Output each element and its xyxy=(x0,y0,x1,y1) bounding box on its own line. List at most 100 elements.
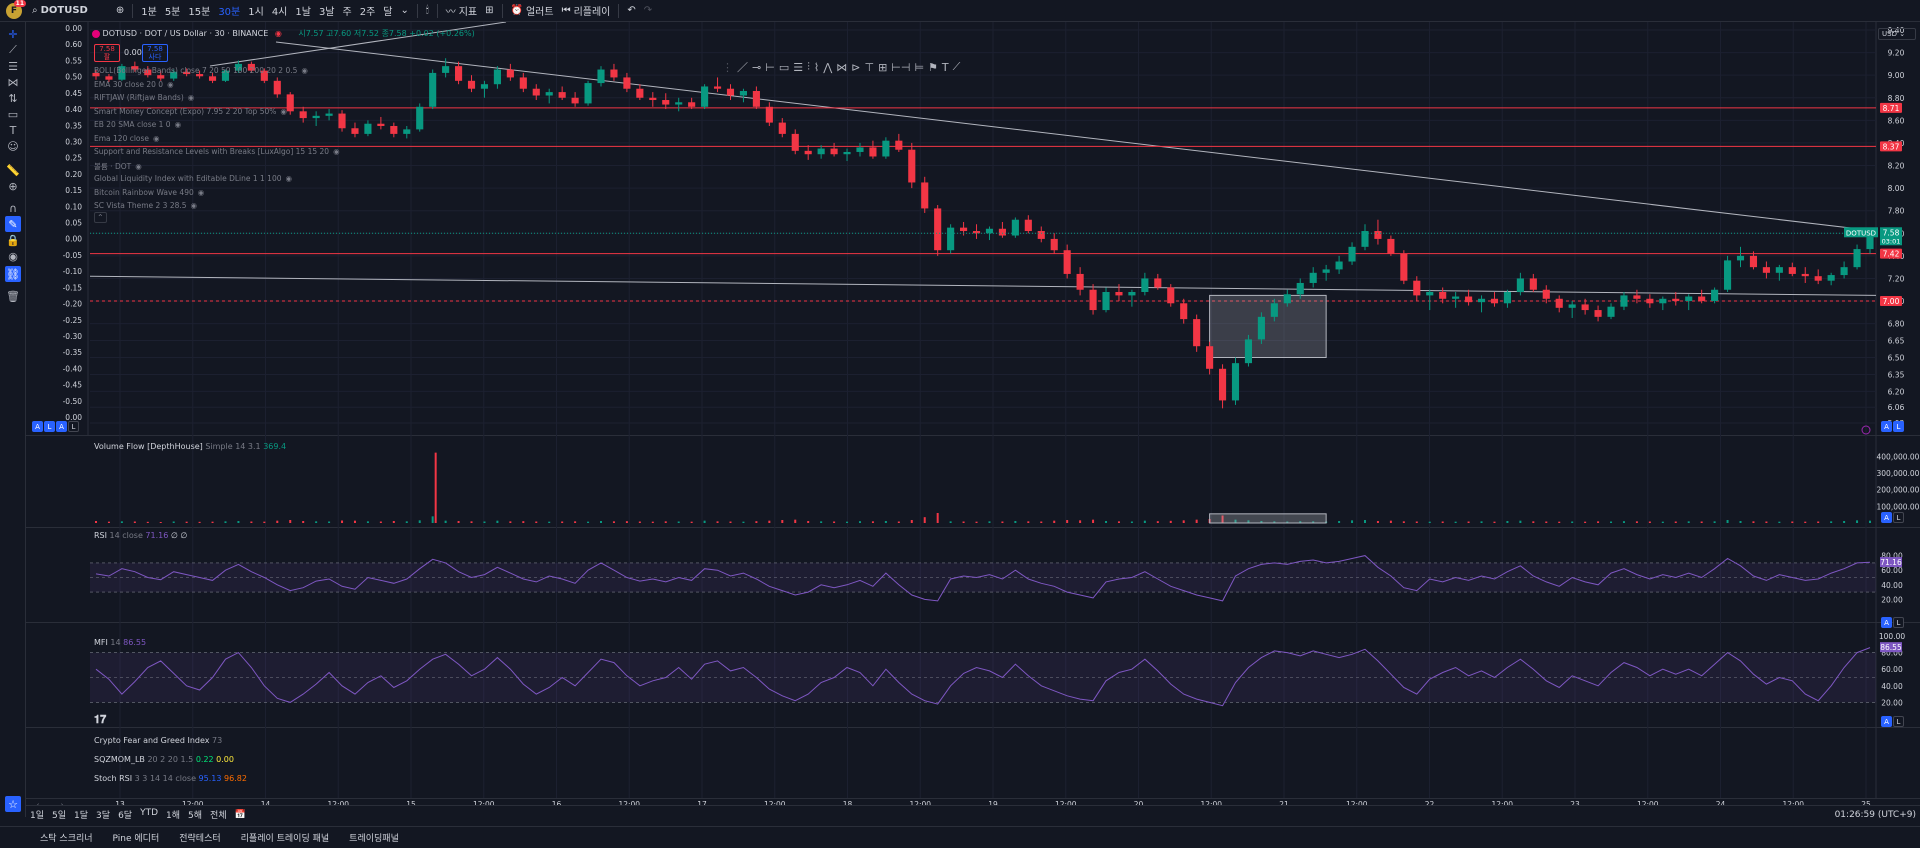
interval-7[interactable]: 3날 xyxy=(318,7,335,18)
range-1[interactable]: 5일 xyxy=(52,811,67,821)
undo-button[interactable]: ↶ xyxy=(623,0,639,22)
indicator-item[interactable]: Smart Money Concept (Expo) 7.95 2 20 Top… xyxy=(94,107,340,121)
auto-scale-button[interactable]: A xyxy=(1881,617,1892,628)
range-0[interactable]: 1일 xyxy=(30,811,45,821)
prediction-icon[interactable]: ⇅ xyxy=(8,91,18,105)
indicator-item[interactable]: SC Vista Theme 2 3 28.5 ◉ xyxy=(94,201,340,215)
indicator-item[interactable]: Bitcoin Rainbow Wave 490 ◉ xyxy=(94,188,340,202)
eye-icon[interactable]: ◉ xyxy=(174,120,182,129)
interval-dropdown[interactable]: ⌄ xyxy=(400,5,409,16)
fib-icon[interactable]: ☰ xyxy=(8,59,18,73)
symbol-search[interactable]: ⌕ DOTUSD xyxy=(28,0,92,22)
eye-icon[interactable]: ◉ xyxy=(333,147,340,156)
buy-button[interactable]: 7.58 사다 xyxy=(142,44,168,62)
interval-8[interactable]: 주 xyxy=(342,7,352,18)
drag-handle-icon[interactable]: ⋮ xyxy=(722,60,733,74)
rectangle-tool-icon[interactable]: ▭ xyxy=(778,60,790,74)
eye-icon[interactable]: ◉ xyxy=(8,249,18,263)
text-tool-icon[interactable]: ⊤ xyxy=(864,60,875,74)
eye-icon[interactable]: ◉ xyxy=(135,161,142,171)
range-7[interactable]: 5해 xyxy=(188,811,203,821)
eye-icon[interactable]: ◉ xyxy=(285,174,293,183)
chart-canvas[interactable]: 0.00 0.60 0.55 0.50 0.45 0.40 0.35 0.30 0.25 0.20… xyxy=(26,22,1920,805)
log-scale-button[interactable]: L xyxy=(1893,716,1904,727)
date-range-icon[interactable]: ⊢⊣ xyxy=(891,60,911,74)
ray-tool-icon[interactable]: ⊸ xyxy=(752,60,762,74)
redo-button[interactable]: ↷ xyxy=(640,0,656,22)
collapse-legend-button[interactable]: ⌃ xyxy=(94,212,107,223)
chart-type-button[interactable]: 🕯 xyxy=(422,0,433,22)
anchored-text-icon[interactable]: T xyxy=(941,60,949,74)
pattern-icon[interactable]: ⋈ xyxy=(7,75,19,89)
footer-tab-2[interactable]: 전략테스터 xyxy=(179,834,221,844)
interval-0[interactable]: 1분 xyxy=(141,7,157,18)
fib-tool-icon[interactable]: ☰ xyxy=(793,60,804,74)
trash-icon[interactable]: 🗑 xyxy=(6,289,20,303)
range-2[interactable]: 1달 xyxy=(74,811,89,821)
horizontal-line-icon[interactable]: ⊢ xyxy=(765,60,775,74)
auto-scale-button[interactable]: A xyxy=(56,421,67,432)
indicators-button[interactable]: 〰 지표 xyxy=(442,0,481,22)
eye-icon[interactable]: ◉ xyxy=(280,106,287,116)
sell-button[interactable]: 7.58 팔 xyxy=(94,44,120,62)
ruler-icon[interactable]: 📏 xyxy=(6,163,20,177)
eye-icon[interactable]: ◉ xyxy=(167,79,174,89)
eye-icon[interactable]: ◉ xyxy=(190,201,198,210)
footer-tab-3[interactable]: 리플레이 트레이딩 패널 xyxy=(240,834,330,844)
auto-scale-button[interactable]: A xyxy=(32,421,43,432)
pattern-tool-icon[interactable]: ⋀ xyxy=(823,60,833,74)
eye-icon[interactable]: ◉ xyxy=(301,66,308,75)
indicator-item[interactable]: RIFTJAW (Riftjaw Bands) ◉ xyxy=(94,93,340,107)
indicator-item[interactable]: Ema 120 close ◉ xyxy=(94,134,340,148)
trend-line-icon[interactable]: ⟋ xyxy=(9,43,17,56)
layout-button[interactable]: ⊞ xyxy=(481,0,497,22)
user-avatar[interactable]: F 11 xyxy=(6,0,26,19)
indicator-item[interactable]: EMA 30 close 20 0 ◉ xyxy=(94,80,340,94)
range-3[interactable]: 3달 xyxy=(96,811,111,821)
eye-icon[interactable]: ◉ xyxy=(197,187,205,197)
log-scale-button[interactable]: L xyxy=(44,421,55,432)
interval-9[interactable]: 2주 xyxy=(359,7,376,18)
indicator-item[interactable]: Global Liquidity Index with Editable DLi… xyxy=(94,174,340,188)
footer-tab-4[interactable]: 트레이딩패널 xyxy=(349,834,399,844)
price-range-icon[interactable]: ⊨ xyxy=(914,60,925,74)
auto-scale-button[interactable]: A xyxy=(1881,421,1892,432)
star-icon[interactable]: ☆ xyxy=(5,796,21,812)
interval-3[interactable]: 30분 xyxy=(218,7,241,18)
draw-mode-icon[interactable]: ✎ xyxy=(5,216,21,232)
triangle-tool-icon[interactable]: ⊳ xyxy=(851,60,861,74)
clock[interactable]: 01:26:59 (UTC+9) xyxy=(1834,809,1916,820)
eye-icon[interactable]: ◉ xyxy=(187,93,195,102)
replay-button[interactable]: ⏮ 리플레이 xyxy=(558,0,615,22)
grid-tool-icon[interactable]: ⊞ xyxy=(878,60,888,74)
line-tool-icon[interactable]: ／ xyxy=(737,61,748,74)
auto-scale-button[interactable]: A xyxy=(1881,512,1892,523)
flag-tool-icon[interactable]: ⚑ xyxy=(928,60,938,74)
interval-6[interactable]: 1날 xyxy=(295,7,311,18)
link-icon[interactable]: ⛓ xyxy=(5,266,21,282)
indicator-item[interactable]: EB 20 SMA close 1 0 ◉ xyxy=(94,120,340,134)
elliott-wave-icon[interactable]: ⌇ xyxy=(813,60,820,74)
magnet-icon[interactable]: ∩ xyxy=(8,201,18,215)
zoom-icon[interactable]: ⊕ xyxy=(8,179,18,193)
range-4[interactable]: 6달 xyxy=(118,811,133,821)
text-icon[interactable]: T xyxy=(9,123,17,137)
indicator-item[interactable]: BOLL(Bollinger Bands) close 7 20 50 100 … xyxy=(94,66,340,80)
log-scale-button[interactable]: L xyxy=(68,421,79,432)
interval-2[interactable]: 15분 xyxy=(188,7,211,18)
pitchfork-icon[interactable]: ⫶ xyxy=(807,60,810,73)
brush-tool-icon[interactable]: ⟋ xyxy=(952,60,961,73)
goto-date-button[interactable]: 📅 xyxy=(231,810,250,820)
log-scale-button[interactable]: L xyxy=(1893,617,1904,628)
range-8[interactable]: 전체 xyxy=(210,811,227,821)
interval-4[interactable]: 1시 xyxy=(248,7,264,18)
footer-tab-1[interactable]: Pine 에디터 xyxy=(112,834,160,844)
auto-scale-button[interactable]: A xyxy=(1881,716,1892,727)
range-6[interactable]: 1해 xyxy=(166,811,181,821)
currency-selector[interactable]: USD ⌄ xyxy=(1878,28,1916,40)
indicator-item[interactable]: 볼륨 · DOT ◉ xyxy=(94,161,340,175)
log-scale-button[interactable]: L xyxy=(1893,421,1904,432)
log-scale-button[interactable]: L xyxy=(1893,512,1904,523)
abcd-tool-icon[interactable]: ⋈ xyxy=(836,60,848,74)
indicator-item[interactable]: Support and Resistance Levels with Break… xyxy=(94,147,340,161)
